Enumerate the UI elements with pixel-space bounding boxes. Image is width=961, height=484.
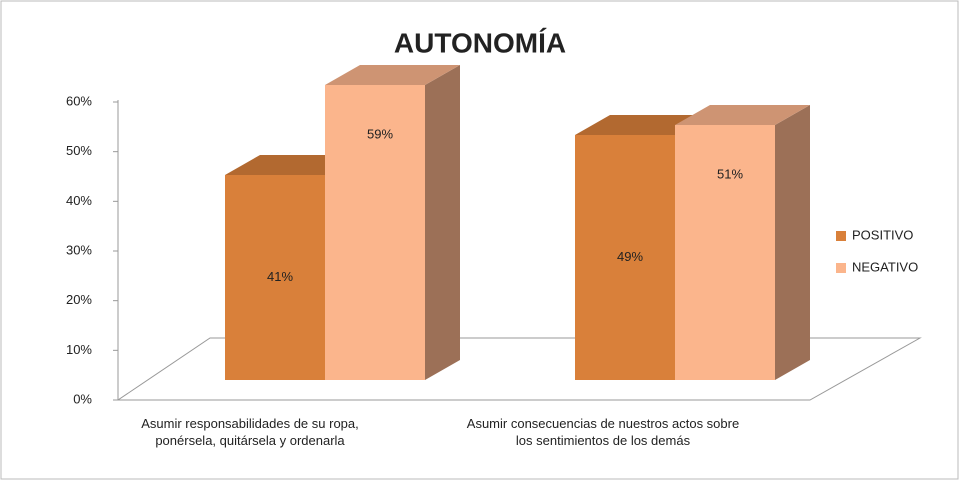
legend-swatch (836, 263, 846, 273)
bar (325, 85, 425, 380)
y-tick-label: 40% (66, 193, 92, 208)
data-label: 49% (617, 249, 643, 264)
bar (675, 125, 775, 380)
bar-side (775, 105, 810, 380)
y-tick-label: 10% (66, 342, 92, 357)
legend-label: NEGATIVO (852, 259, 918, 274)
bar-top (325, 65, 460, 85)
data-label: 59% (367, 126, 393, 141)
y-tick-label: 60% (66, 93, 92, 108)
data-label: 41% (267, 269, 293, 284)
chart-title: AUTONOMÍA (394, 27, 566, 58)
y-tick-label: 20% (66, 292, 92, 307)
y-tick-label: 50% (66, 143, 92, 158)
legend-swatch (836, 231, 846, 241)
legend-label: POSITIVO (852, 227, 913, 242)
bar (225, 175, 325, 380)
y-tick-label: 0% (73, 391, 92, 406)
data-label: 51% (717, 166, 743, 181)
bar-top (675, 105, 810, 125)
y-tick-label: 30% (66, 242, 92, 257)
x-tick-label: Asumir consecuencias de nuestros actos s… (466, 416, 740, 448)
x-tick-label: Asumir responsabilidades de su ropa, pon… (141, 416, 359, 448)
floor (116, 337, 922, 401)
bar (575, 135, 675, 380)
bar-side (425, 65, 460, 380)
